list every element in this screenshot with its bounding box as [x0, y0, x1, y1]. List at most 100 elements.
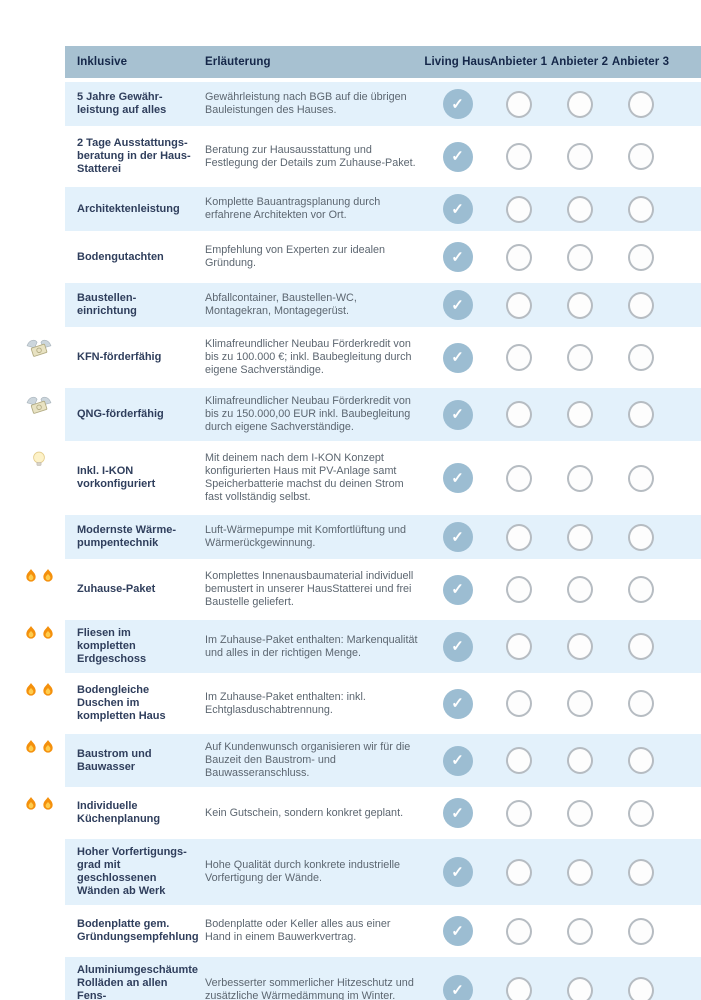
empty-circle-icon: [505, 690, 532, 717]
checked-circle-icon: ✓: [442, 342, 473, 373]
table-row: Baustrom und Bauwasser Auf Kundenwunsch …: [65, 734, 701, 787]
empty-circle-icon: [566, 523, 593, 551]
feature-description: Luft-Wärmepumpe mit Komfortlüftung und W…: [205, 524, 407, 549]
feature-description: Klimafreundlicher Neubau Förderkredit vo…: [205, 338, 412, 376]
money-wings-icon: [17, 393, 61, 419]
table-row: Bodenplatte gem. Gründungsempfehlung Bod…: [65, 909, 701, 953]
checked-circle-icon: ✓: [442, 688, 473, 719]
empty-circle-icon: [505, 344, 532, 371]
check-cell-living-haus: ✓: [427, 242, 488, 272]
check-cell-living-haus: ✓: [427, 688, 488, 719]
table-row: Fliesen im kompletten Erdgeschoss Im Zuh…: [65, 620, 701, 673]
check-cell-anbieter-2: [549, 633, 610, 660]
table-row: QNG-förderfähig Klimafreundlicher Neubau…: [65, 388, 701, 441]
feature-description: Beratung zur Hausausstattung und Festleg…: [205, 143, 416, 169]
feature-name: Hoher Vorfertigungs- grad mit geschlosse…: [77, 846, 187, 897]
check-cell-anbieter-2: [549, 799, 610, 827]
empty-circle-icon: [566, 799, 593, 827]
column-header-erlaeuterung: Erläuterung: [205, 56, 271, 68]
empty-circle-icon: [627, 143, 654, 170]
checked-circle-icon: ✓: [442, 194, 473, 224]
check-cell-living-haus: ✓: [427, 631, 488, 662]
table-row: Architektenleistung Komplette Bauantrags…: [65, 187, 701, 231]
check-cell-living-haus: ✓: [427, 798, 488, 828]
empty-circle-icon: [505, 143, 532, 170]
empty-circle-icon: [566, 747, 593, 774]
empty-circle-icon: [627, 747, 654, 774]
feature-name: Baustellen- einrichtung: [77, 292, 137, 317]
check-cell-anbieter-2: [549, 523, 610, 551]
fire-pair-icon: [17, 682, 61, 698]
check-cell-anbieter-1: [488, 576, 549, 603]
empty-circle-icon: [627, 523, 654, 551]
check-cell-anbieter-1: [488, 858, 549, 886]
empty-circle-icon: [566, 690, 593, 717]
empty-circle-icon: [627, 344, 654, 371]
feature-name: Bodengleiche Duschen im kompletten Haus: [77, 684, 166, 722]
check-cell-anbieter-2: [549, 143, 610, 170]
check-cell-living-haus: ✓: [427, 745, 488, 776]
empty-circle-icon: [627, 690, 654, 717]
feature-name: QNG-förderfähig: [77, 408, 164, 420]
checked-circle-icon: ✓: [442, 89, 473, 119]
empty-circle-icon: [566, 243, 593, 271]
check-cell-anbieter-2: [549, 464, 610, 492]
check-cell-anbieter-3: [610, 799, 671, 827]
check-cell-anbieter-3: [610, 747, 671, 774]
check-cell-anbieter-3: [610, 917, 671, 945]
checked-circle-icon: ✓: [442, 857, 473, 887]
feature-description: Auf Kundenwunsch organisieren wir für di…: [205, 741, 411, 779]
empty-circle-icon: [505, 976, 532, 1000]
check-cell-anbieter-3: [610, 976, 671, 1000]
empty-circle-icon: [566, 401, 593, 428]
column-header-anbieter-3: Anbieter 3: [611, 56, 670, 68]
feature-name: Aluminiumgeschäumte Rolläden an allen Fe…: [77, 964, 199, 1000]
empty-circle-icon: [566, 291, 593, 319]
empty-circle-icon: [566, 576, 593, 603]
feature-name: Bodengutachten: [77, 250, 164, 263]
check-cell-living-haus: ✓: [427, 522, 488, 552]
feature-description: Kein Gutschein, sondern konkret geplant.: [205, 806, 404, 819]
check-cell-anbieter-1: [488, 523, 549, 551]
column-header-anbieter-1: Anbieter 1: [489, 56, 548, 68]
check-cell-anbieter-1: [488, 143, 549, 170]
check-cell-living-haus: ✓: [427, 916, 488, 946]
empty-circle-icon: [505, 799, 532, 827]
empty-circle-icon: [627, 195, 654, 223]
check-cell-anbieter-3: [610, 858, 671, 886]
empty-circle-icon: [627, 858, 654, 886]
empty-circle-icon: [566, 633, 593, 660]
check-cell-anbieter-3: [610, 143, 671, 170]
feature-description: Empfehlung von Experten zur idealen Grün…: [205, 244, 386, 269]
feature-name: Baustrom und Bauwasser: [77, 747, 152, 773]
fire-pair-icon: [17, 796, 61, 812]
empty-circle-icon: [505, 917, 532, 945]
checked-circle-icon: ✓: [442, 463, 473, 493]
empty-circle-icon: [505, 464, 532, 492]
check-cell-anbieter-1: [488, 344, 549, 371]
feature-name: 2 Tage Ausstattungs- beratung in der Hau…: [77, 137, 191, 175]
check-cell-anbieter-2: [549, 917, 610, 945]
feature-description: Komplette Bauantragsplanung durch erfahr…: [205, 196, 381, 221]
empty-circle-icon: [505, 747, 532, 774]
empty-circle-icon: [505, 633, 532, 660]
checked-circle-icon: ✓: [442, 798, 473, 828]
check-cell-anbieter-3: [610, 344, 671, 371]
empty-circle-icon: [505, 195, 532, 223]
check-cell-anbieter-2: [549, 195, 610, 223]
check-cell-anbieter-3: [610, 633, 671, 660]
check-cell-anbieter-2: [549, 576, 610, 603]
feature-name: Fliesen im kompletten Erdgeschoss: [77, 627, 147, 665]
column-header-anbieter-2: Anbieter 2: [550, 56, 609, 68]
check-cell-anbieter-2: [549, 243, 610, 271]
check-cell-living-haus: ✓: [427, 194, 488, 224]
checked-circle-icon: ✓: [442, 574, 473, 605]
empty-circle-icon: [627, 291, 654, 319]
check-cell-living-haus: ✓: [427, 975, 488, 1000]
checked-circle-icon: ✓: [442, 141, 473, 172]
check-cell-living-haus: ✓: [427, 89, 488, 119]
check-cell-anbieter-3: [610, 576, 671, 603]
empty-circle-icon: [627, 633, 654, 660]
checked-circle-icon: ✓: [442, 631, 473, 662]
check-cell-anbieter-1: [488, 690, 549, 717]
